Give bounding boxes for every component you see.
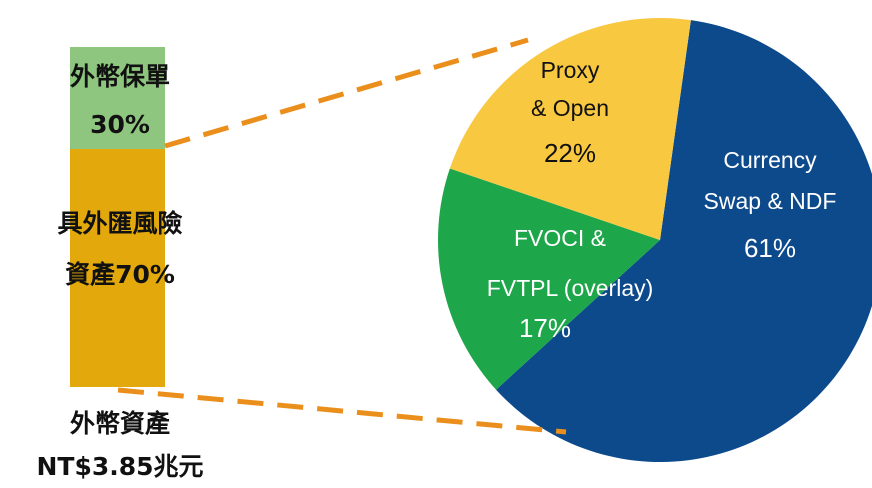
segment-name: 資產 bbox=[65, 260, 115, 289]
slice-label: & Open bbox=[531, 95, 609, 121]
bar-segment bbox=[70, 149, 165, 387]
bar-segment bbox=[70, 47, 165, 149]
slice-label: FVTPL (overlay) bbox=[487, 275, 654, 301]
segment-name: 具外匯風險 bbox=[57, 209, 182, 238]
total-label: NT$3.85兆元 bbox=[36, 452, 203, 481]
pie-slice bbox=[496, 20, 872, 462]
segment-label: 外幣保單 bbox=[70, 62, 170, 91]
slice-label: Proxy bbox=[541, 57, 600, 83]
slice-label: FVOCI & bbox=[514, 225, 606, 251]
pie-slice bbox=[449, 18, 691, 241]
segment-name: 外幣保單 bbox=[70, 62, 170, 91]
slice-value-label: 17% bbox=[519, 313, 571, 343]
segment-value-label: 70% bbox=[115, 260, 175, 289]
slice-value-label: 61% bbox=[744, 233, 796, 263]
slice-value-label: 22% bbox=[544, 138, 596, 168]
slice-label: Currency bbox=[723, 147, 817, 173]
category-label: 外幣資產 bbox=[70, 409, 170, 438]
segment-label: 具外匯風險 bbox=[57, 209, 182, 238]
segment-label: 資產70% bbox=[65, 260, 175, 289]
pie-slice bbox=[437, 168, 660, 390]
connector bbox=[117, 387, 567, 435]
connector bbox=[164, 37, 529, 149]
slice-label: Swap & NDF bbox=[704, 188, 837, 214]
segment-value-label: 30% bbox=[90, 110, 150, 139]
